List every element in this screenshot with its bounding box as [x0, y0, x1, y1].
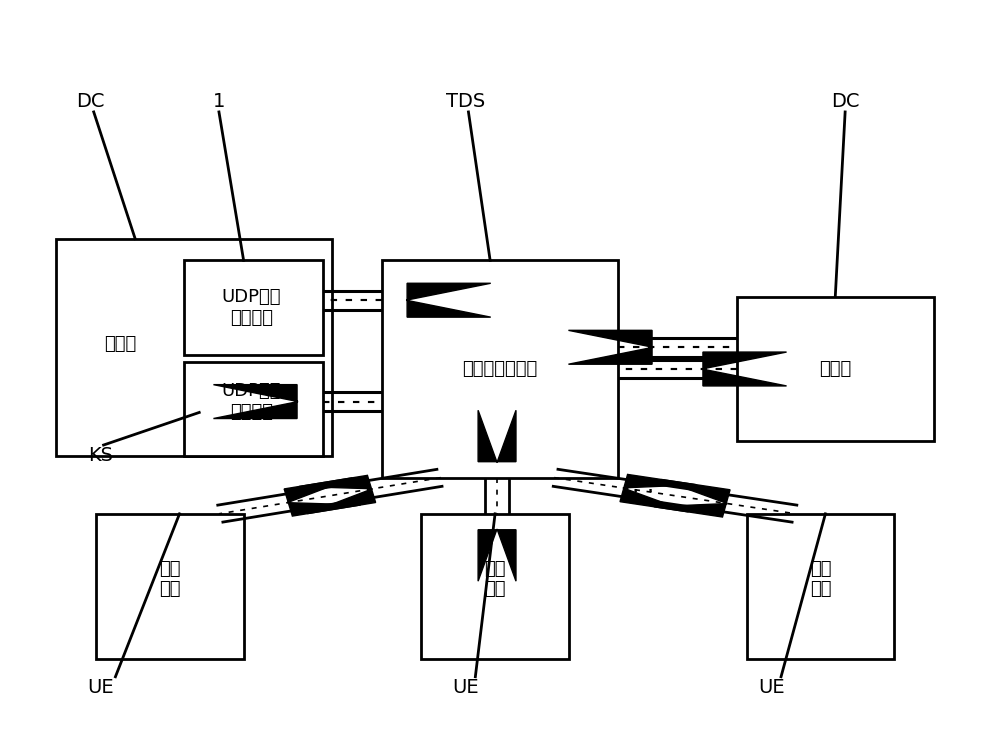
FancyArrow shape: [478, 410, 516, 463]
FancyArrow shape: [620, 475, 696, 512]
FancyArrow shape: [284, 477, 361, 516]
Bar: [56, 238, 332, 456]
FancyArrow shape: [702, 352, 787, 386]
Text: UE: UE: [452, 678, 479, 697]
Text: UDP套接
口客户端: UDP套接 口客户端: [222, 382, 281, 421]
Text: 用户
终端: 用户 终端: [484, 559, 506, 599]
Text: DC: DC: [831, 92, 859, 111]
Bar: [737, 297, 934, 441]
FancyArrow shape: [568, 331, 653, 365]
Bar: [421, 514, 569, 658]
Text: UE: UE: [758, 678, 784, 697]
Text: 调度台: 调度台: [819, 360, 851, 378]
FancyArrow shape: [654, 480, 730, 517]
Text: TDS: TDS: [446, 92, 485, 111]
Text: UE: UE: [87, 678, 114, 697]
Text: UDP套接
口服务器: UDP套接 口服务器: [222, 288, 281, 327]
Text: 1: 1: [213, 92, 225, 111]
Bar: [96, 514, 244, 658]
Text: 调度台: 调度台: [104, 334, 136, 353]
Text: 用户
终端: 用户 终端: [159, 559, 180, 599]
Bar: [382, 261, 618, 477]
FancyArrow shape: [406, 283, 491, 317]
Text: 集群调度服务器: 集群调度服务器: [462, 360, 538, 378]
Text: DC: DC: [77, 92, 105, 111]
FancyArrow shape: [478, 529, 516, 581]
Bar: [184, 362, 322, 456]
Text: 用户
终端: 用户 终端: [810, 559, 831, 599]
Text: · ·: · ·: [632, 480, 654, 504]
FancyArrow shape: [299, 475, 376, 514]
Bar: [747, 514, 894, 658]
Text: KS: KS: [88, 446, 113, 466]
Bar: [184, 261, 322, 354]
FancyArrow shape: [213, 384, 298, 418]
Text: · · ·: · · ·: [624, 350, 662, 373]
